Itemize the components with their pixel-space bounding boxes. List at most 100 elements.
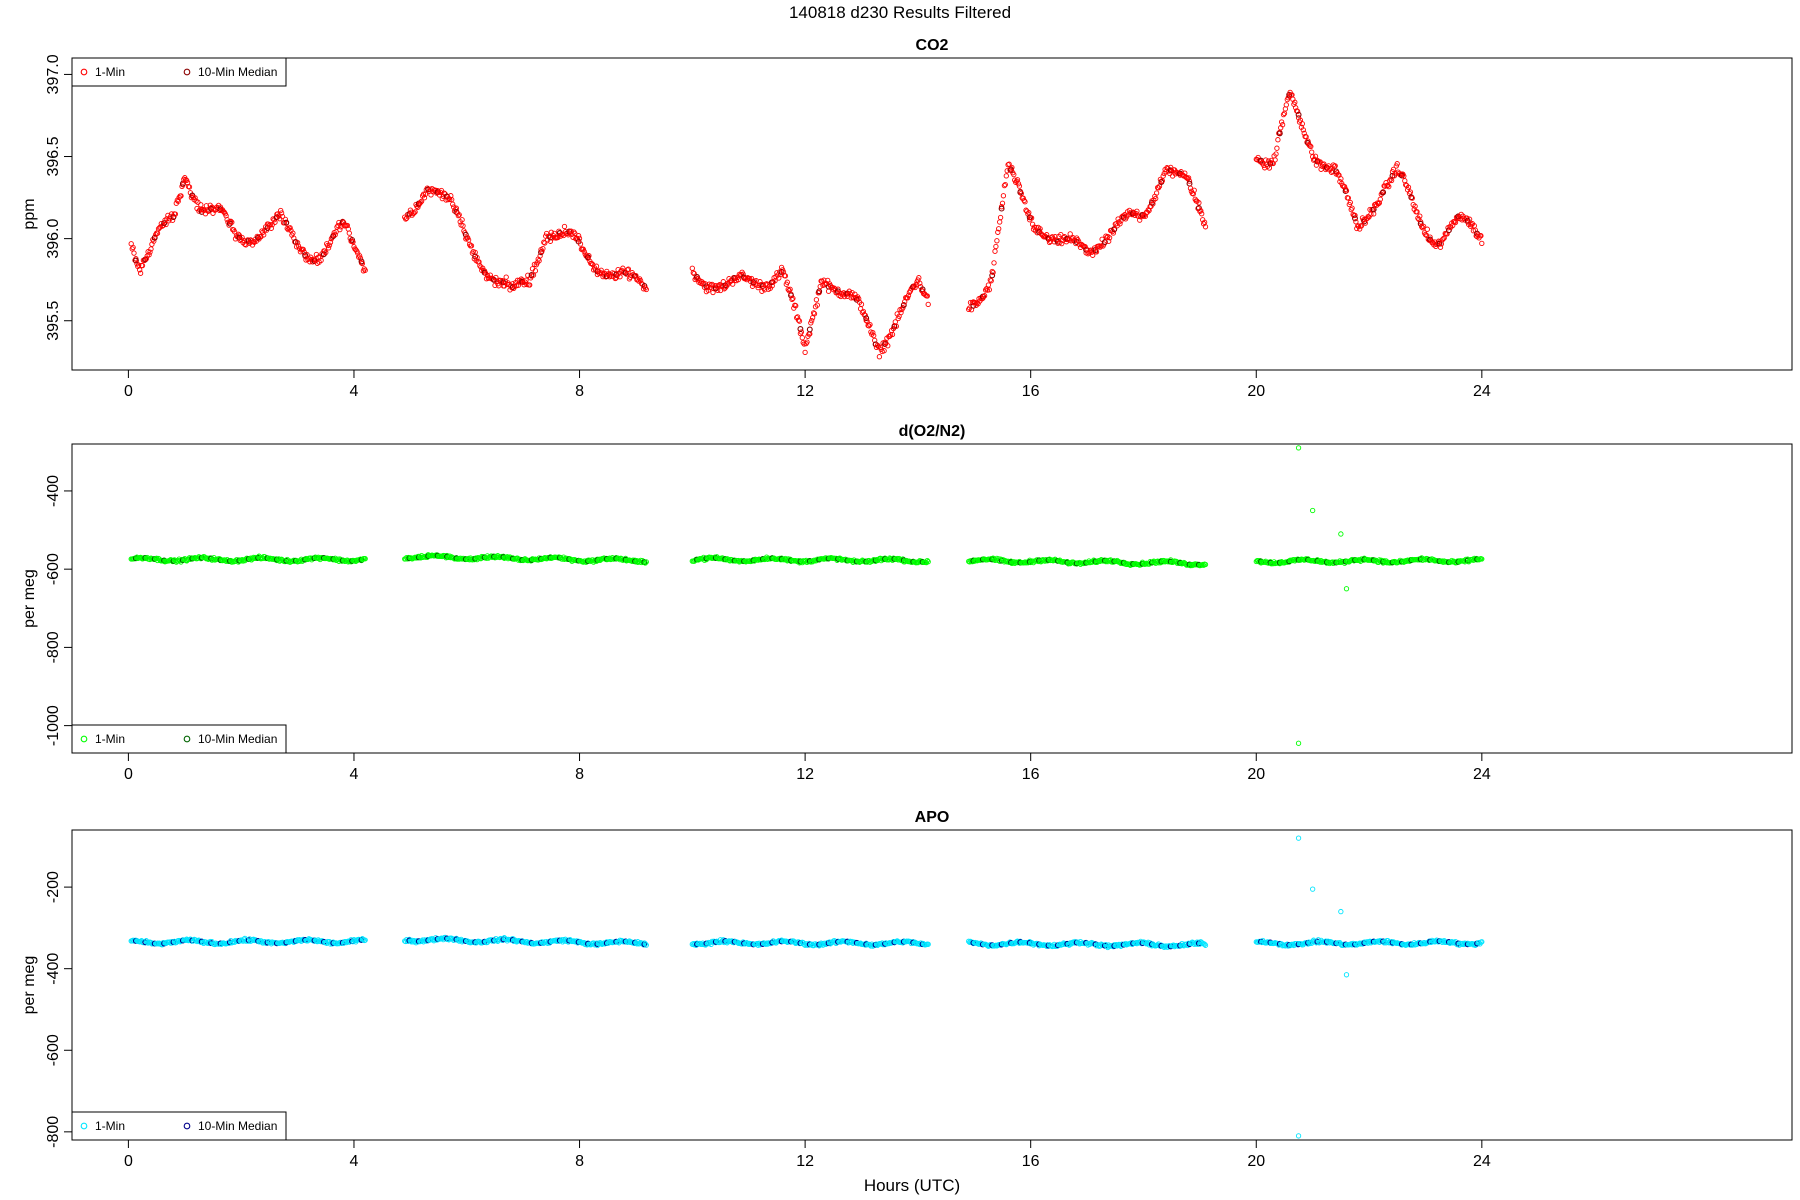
y-axis-label: per meg [21, 569, 38, 628]
point-1min [1140, 213, 1147, 219]
point-1min [852, 291, 858, 297]
point-1min [1414, 209, 1420, 215]
point-1min [589, 260, 595, 267]
point-1min [924, 293, 930, 299]
y-tick-label: 396.5 [45, 136, 62, 176]
point-1min [403, 216, 409, 222]
point-1min [1263, 157, 1269, 163]
point-1min [1201, 941, 1208, 947]
point-1min [1000, 193, 1007, 199]
point-1min [643, 559, 649, 565]
y-tick-label: 396.0 [45, 219, 62, 259]
point-1min [581, 248, 587, 255]
point-1min [1451, 219, 1458, 225]
legend-marker [80, 735, 88, 743]
point-1min [239, 557, 245, 563]
point-1min [204, 555, 210, 561]
point-1min [789, 296, 795, 303]
point-1min [333, 229, 339, 235]
point-1min [290, 230, 296, 236]
point-1min [985, 282, 992, 288]
point-10min-median [1380, 189, 1387, 196]
point-1min [1394, 161, 1400, 167]
point-1min [1202, 561, 1209, 568]
point-1min [1377, 196, 1383, 202]
point-1min [1196, 200, 1202, 206]
legend-label: 1-Min [95, 732, 125, 746]
point-1min [163, 221, 169, 228]
point-1min [1427, 234, 1433, 240]
x-tick-label: 20 [1247, 766, 1265, 783]
point-1min [1349, 205, 1355, 211]
plot-frame [71, 829, 1793, 1141]
point-1min [130, 244, 136, 251]
point-1min [169, 217, 176, 223]
point-1min [1005, 162, 1011, 168]
point-1min [576, 235, 583, 242]
x-tick-label: 8 [575, 766, 584, 783]
y-axis-label: ppm [21, 198, 38, 229]
x-tick-label: 24 [1473, 383, 1491, 400]
point-1min [991, 260, 997, 266]
point-1min [295, 243, 302, 249]
point-1min [1376, 200, 1383, 206]
point-1min [185, 556, 192, 562]
point-1min [503, 274, 509, 280]
point-1min [794, 314, 801, 320]
point-1min [459, 217, 465, 223]
point-1min [1321, 161, 1327, 167]
point-1min [994, 238, 1000, 244]
point-1min [862, 312, 868, 319]
point-1min [593, 263, 600, 269]
point-1min [1437, 244, 1444, 250]
point-1min [795, 317, 802, 323]
point-1min [130, 937, 136, 943]
point-1min [1295, 445, 1302, 451]
point-1min [418, 198, 425, 204]
point-1min [1338, 176, 1344, 182]
point-1min [183, 557, 189, 563]
point-10min-median [989, 272, 996, 279]
point-1min [885, 343, 891, 349]
y-tick-label: -1000 [45, 705, 62, 746]
point-1min [1343, 972, 1350, 978]
point-1min [235, 231, 242, 237]
point-1min [131, 250, 137, 256]
point-1min [856, 296, 862, 302]
point-1min [1303, 134, 1309, 140]
point-1min [690, 270, 696, 276]
point-1min [1338, 908, 1344, 915]
point-1min [1097, 244, 1103, 250]
point-10min-median [1101, 239, 1108, 246]
point-1min [178, 193, 184, 199]
point-1min [802, 349, 808, 356]
point-1min [747, 276, 753, 282]
legend-marker [183, 68, 191, 76]
point-1min [1295, 740, 1302, 746]
point-1min [1295, 835, 1302, 841]
point-1min [572, 230, 578, 237]
point-1min [1202, 224, 1209, 230]
point-1min [575, 233, 582, 239]
point-1min [591, 558, 598, 564]
point-1min [326, 242, 333, 248]
point-1min [1329, 168, 1336, 174]
legend-label: 10-Min Median [198, 65, 277, 79]
panel-title: CO2 [916, 37, 949, 54]
point-1min [1009, 164, 1015, 171]
point-10min-median [1408, 194, 1415, 201]
x-tick-label: 24 [1473, 1153, 1491, 1170]
point-1min [846, 288, 852, 294]
point-1min [1307, 143, 1313, 149]
point-1min [1185, 175, 1192, 181]
point-1min [468, 243, 475, 249]
point-1min [867, 321, 873, 328]
point-1min [1316, 558, 1322, 564]
point-1min [1059, 240, 1065, 247]
legend-marker [80, 1122, 88, 1130]
point-1min [643, 286, 649, 293]
point-1min [1345, 195, 1352, 201]
panel-1: CO2 0 4 8 12 16 20 24 395.5 396.0 396.5 397.0 ppm 1-M… [21, 37, 1793, 400]
point-1min [450, 936, 456, 942]
